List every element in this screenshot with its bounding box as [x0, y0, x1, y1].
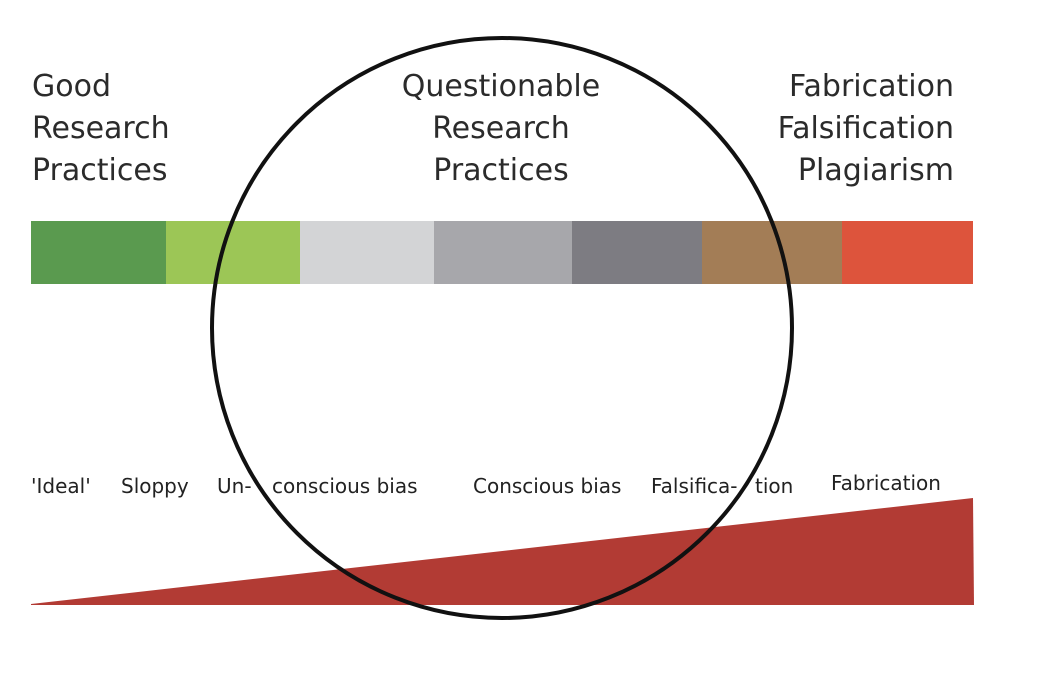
spectrum-segment-red: [842, 221, 973, 284]
heading-line: Research: [432, 111, 570, 146]
heading-good-research-practices: Good Research Practices: [32, 66, 170, 192]
heading-line: Plagiarism: [797, 153, 954, 188]
heading-line: Falsification: [777, 111, 954, 146]
heading-misconduct: Fabrication Falsification Plagiarism: [778, 66, 954, 192]
spectrum-bar: [31, 221, 973, 284]
heading-line: Research: [32, 111, 170, 146]
scale-label-sloppy: Sloppy: [121, 474, 189, 498]
heading-line: Fabrication: [789, 69, 954, 104]
scale-label-conscious-bias-unconscious: conscious bias: [272, 474, 418, 498]
heading-line: Practices: [433, 153, 569, 188]
qrp-circle: [210, 36, 794, 620]
heading-questionable-research-practices: Questionable Research Practices: [401, 66, 601, 192]
scale-label-falsifica: Falsifica-: [651, 474, 738, 498]
scale-label-tion: tion: [755, 474, 794, 498]
spectrum-segment-mid-gray: [434, 221, 572, 284]
scale-label-un: Un-: [217, 474, 252, 498]
spectrum-segment-dark-gray: [572, 221, 702, 284]
scale-label-ideal: 'Ideal': [31, 474, 91, 498]
severity-wedge: [31, 498, 974, 605]
heading-line: Questionable: [401, 69, 601, 104]
scale-label-fabrication: Fabrication: [831, 471, 941, 495]
spectrum-segment-light-gray: [300, 221, 434, 284]
spectrum-segment-brown: [702, 221, 842, 284]
spectrum-segment-dark-green: [31, 221, 166, 284]
spectrum-segment-light-green: [166, 221, 300, 284]
heading-line: Practices: [32, 153, 168, 188]
scale-label-conscious-bias: Conscious bias: [473, 474, 622, 498]
heading-line: Good: [32, 69, 111, 104]
